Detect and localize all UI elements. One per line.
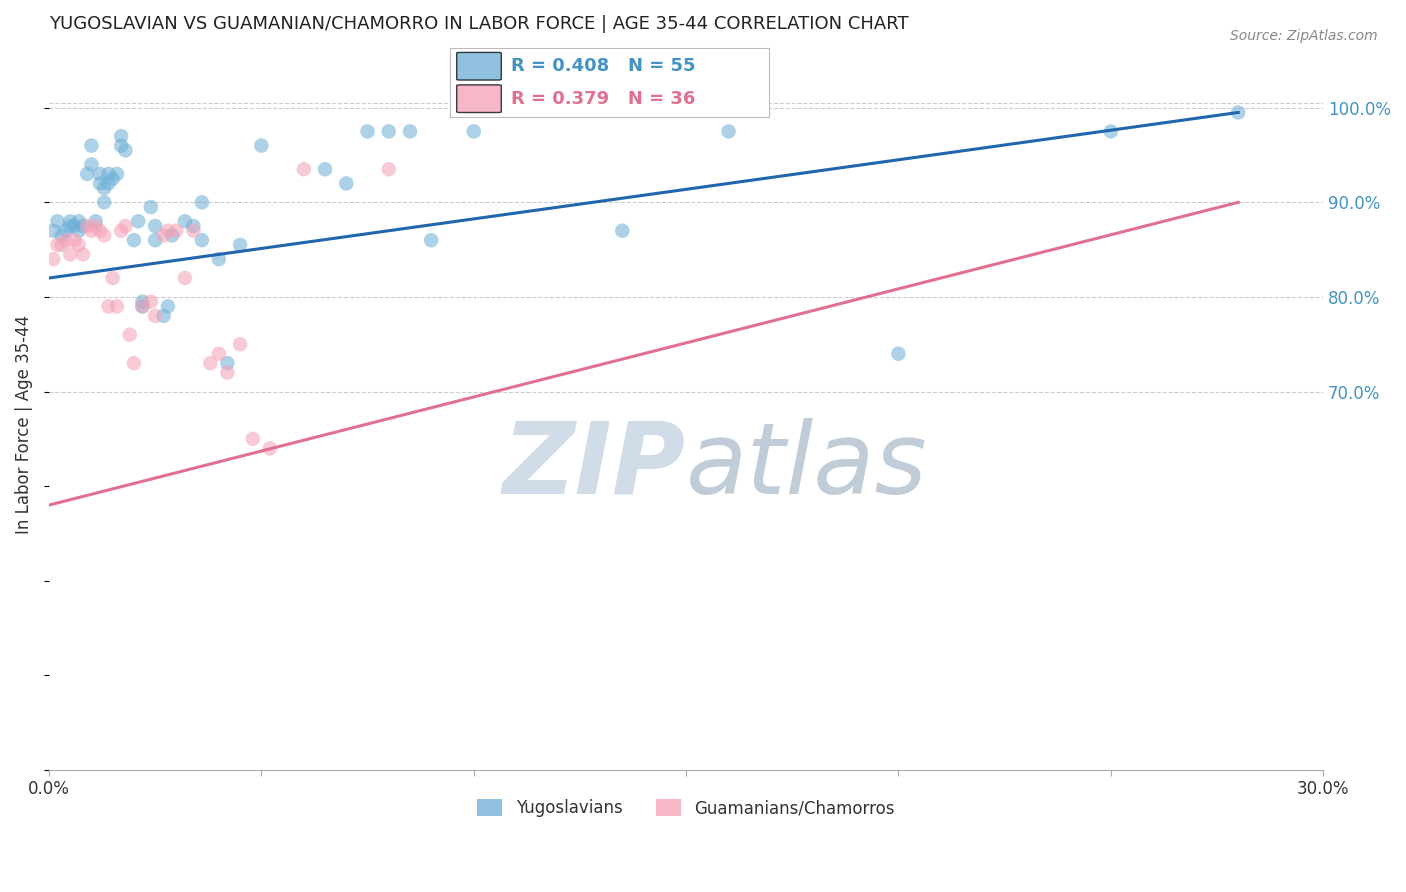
Point: [110, 138, 132, 153]
Point: [160, 228, 183, 243]
Point: [242, 432, 264, 446]
Point: [173, 214, 195, 228]
Point: [97, 300, 120, 314]
Point: [377, 162, 399, 177]
Point: [89, 224, 111, 238]
Point: [335, 177, 357, 191]
Point: [101, 171, 124, 186]
Point: [463, 124, 485, 138]
Point: [208, 252, 231, 266]
Point: [67, 238, 90, 252]
Point: [420, 233, 443, 247]
Point: [292, 162, 315, 177]
Point: [76, 219, 98, 233]
Point: [67, 224, 90, 238]
Point: [93, 228, 115, 243]
Point: [152, 228, 174, 243]
Point: [122, 356, 145, 370]
Point: [42, 252, 65, 266]
Point: [67, 214, 90, 228]
Point: [208, 347, 231, 361]
Point: [105, 300, 128, 314]
Text: ZIP: ZIP: [503, 417, 686, 515]
Point: [191, 233, 214, 247]
Point: [80, 138, 103, 153]
Point: [122, 233, 145, 247]
Legend: Yugoslavians, Guamanians/Chamorros: Yugoslavians, Guamanians/Chamorros: [471, 792, 901, 824]
Point: [89, 167, 111, 181]
Point: [89, 177, 111, 191]
Point: [356, 124, 378, 138]
Point: [377, 124, 399, 138]
Point: [229, 238, 252, 252]
Point: [80, 224, 103, 238]
Point: [143, 219, 166, 233]
Point: [217, 366, 239, 380]
Point: [72, 219, 94, 233]
Point: [59, 214, 82, 228]
Point: [1227, 105, 1250, 120]
Point: [259, 442, 281, 456]
Point: [165, 224, 187, 238]
Point: [110, 129, 132, 144]
Point: [143, 233, 166, 247]
Point: [612, 224, 634, 238]
Point: [200, 356, 222, 370]
Point: [152, 309, 174, 323]
Text: Source: ZipAtlas.com: Source: ZipAtlas.com: [1230, 29, 1378, 44]
Point: [131, 294, 153, 309]
Point: [156, 300, 179, 314]
Point: [63, 219, 86, 233]
Point: [55, 233, 77, 247]
Text: YUGOSLAVIAN VS GUAMANIAN/CHAMORRO IN LABOR FORCE | AGE 35-44 CORRELATION CHART: YUGOSLAVIAN VS GUAMANIAN/CHAMORRO IN LAB…: [49, 15, 908, 33]
Point: [110, 224, 132, 238]
Point: [229, 337, 252, 351]
Point: [93, 195, 115, 210]
Y-axis label: In Labor Force | Age 35-44: In Labor Force | Age 35-44: [15, 315, 32, 534]
Text: atlas: atlas: [686, 417, 928, 515]
Point: [84, 219, 107, 233]
Point: [42, 224, 65, 238]
Point: [51, 228, 73, 243]
Point: [59, 247, 82, 261]
Point: [173, 271, 195, 285]
Point: [76, 167, 98, 181]
Point: [114, 219, 136, 233]
Point: [183, 224, 205, 238]
Point: [131, 300, 153, 314]
Point: [143, 309, 166, 323]
Point: [46, 214, 69, 228]
Point: [97, 177, 120, 191]
Point: [114, 144, 136, 158]
Point: [139, 294, 162, 309]
Point: [59, 219, 82, 233]
Point: [131, 300, 153, 314]
Point: [101, 271, 124, 285]
Point: [63, 233, 86, 247]
Point: [51, 238, 73, 252]
Point: [127, 214, 149, 228]
Point: [118, 327, 141, 342]
Point: [717, 124, 740, 138]
Point: [55, 224, 77, 238]
Point: [399, 124, 422, 138]
Point: [84, 214, 107, 228]
Point: [105, 167, 128, 181]
Point: [93, 181, 115, 195]
Point: [139, 200, 162, 214]
Point: [314, 162, 336, 177]
Point: [887, 347, 910, 361]
Point: [183, 219, 205, 233]
Point: [250, 138, 273, 153]
Point: [156, 224, 179, 238]
Point: [80, 157, 103, 171]
Point: [191, 195, 214, 210]
Point: [46, 238, 69, 252]
Point: [97, 167, 120, 181]
Point: [217, 356, 239, 370]
Point: [72, 247, 94, 261]
Point: [1099, 124, 1122, 138]
